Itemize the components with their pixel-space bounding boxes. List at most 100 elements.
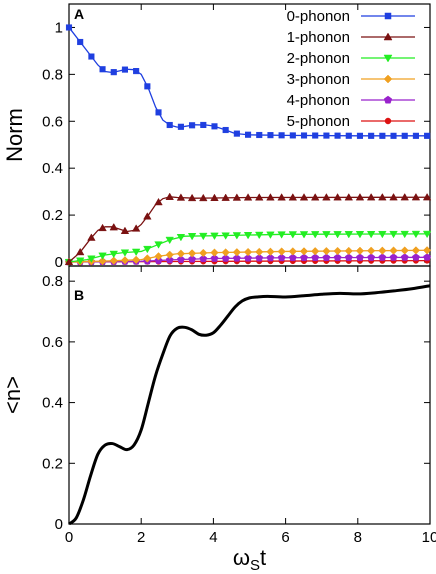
triangle-marker [333, 193, 342, 201]
diamond-marker [344, 246, 353, 256]
triangle-marker [422, 192, 432, 201]
diamond-marker [143, 254, 152, 263]
series-line [68, 27, 430, 137]
triangle-down-marker [120, 249, 130, 257]
triangle-down-marker [143, 245, 152, 254]
panel-a-series [64, 24, 432, 267]
square-marker [99, 66, 106, 73]
y-tick-label-b: 0.8 [42, 273, 63, 290]
x-axis-label: ωSt [233, 545, 266, 574]
triangle-marker [87, 233, 96, 241]
diamond-marker [109, 256, 118, 265]
triangle-down-marker [310, 231, 320, 239]
square-marker [200, 121, 207, 129]
square-marker [278, 132, 285, 139]
triangle-down-marker [366, 230, 376, 239]
y-tick-label-a: 1 [55, 19, 63, 36]
panel-b-y-axis-label: <n> [0, 376, 25, 414]
mean-phonon-curve [68, 284, 431, 526]
pentagon-marker [288, 253, 297, 262]
circle-marker [384, 117, 392, 125]
panel-b-series [68, 284, 431, 526]
triangle-marker [322, 193, 331, 201]
triangle-down-marker [400, 230, 409, 239]
diamond-marker [322, 246, 331, 256]
square-marker [267, 132, 274, 139]
legend-item: 3-phonon [287, 71, 415, 88]
y-tick-label-a: 0.6 [42, 113, 63, 130]
x-tick-label: 2 [137, 529, 145, 546]
triangle-down-marker [333, 231, 342, 239]
pentagon-marker [232, 254, 241, 262]
legend-label: 4-phonon [287, 92, 350, 109]
square-marker [323, 132, 330, 139]
pentagon-marker [383, 95, 393, 104]
square-marker [356, 132, 364, 139]
diamond-marker [333, 246, 342, 256]
diamond-marker [120, 256, 130, 265]
pentagon-marker [367, 253, 376, 261]
square-marker [424, 132, 431, 139]
triangle-down-marker [187, 233, 197, 241]
triangle-down-marker [299, 231, 309, 239]
x-tick-label: 0 [65, 529, 73, 546]
y-tick-label-b: 0 [55, 516, 63, 533]
triangle-marker [389, 193, 398, 201]
triangle-down-marker [232, 232, 242, 240]
square-marker [77, 38, 84, 46]
triangle-down-marker [389, 230, 398, 239]
triangle-marker [187, 193, 197, 202]
square-marker [88, 53, 95, 60]
square-marker [256, 131, 263, 139]
diamond-marker [221, 248, 230, 257]
series-0-phonon [65, 24, 431, 139]
triangle-down-marker [378, 230, 387, 239]
panel-a-label: A [74, 6, 84, 22]
legend-item: 0-phonon [287, 8, 415, 25]
panel-b-label: B [74, 287, 84, 303]
legend-item: 2-phonon [287, 50, 415, 67]
diamond-marker [154, 252, 163, 261]
square-marker [300, 132, 308, 139]
legend: 0-phonon 1-phonon 2-phonon 3-phonon 4-phonon… [287, 8, 415, 130]
triangle-down-marker [131, 248, 141, 257]
diamond-marker [165, 250, 174, 259]
square-marker [289, 132, 296, 139]
square-marker [121, 66, 129, 73]
square-marker [390, 132, 397, 139]
diamond-marker [389, 246, 398, 255]
x-tick-label: 10 [422, 529, 436, 546]
triangle-marker [232, 193, 242, 201]
triangle-down-marker [344, 231, 354, 239]
legend-item: 5-phonon [287, 113, 415, 130]
legend-label: 3-phonon [287, 71, 350, 88]
diamond-marker [255, 247, 264, 257]
triangle-down-marker [154, 241, 163, 249]
triangle-marker [277, 193, 286, 201]
triangle-down-marker [355, 231, 365, 239]
square-marker [155, 109, 162, 116]
triangle-down-marker [176, 234, 186, 242]
y-tick-label-b: 0.6 [42, 334, 63, 351]
legend-item: 4-phonon [287, 92, 415, 109]
pentagon-marker [412, 253, 420, 261]
triangle-marker [64, 257, 74, 266]
pentagon-marker [244, 254, 252, 262]
diamond-marker [98, 256, 107, 266]
triangle-marker [288, 193, 298, 201]
triangle-down-marker [255, 231, 264, 240]
square-marker [133, 68, 140, 75]
square-marker [189, 122, 196, 129]
triangle-marker [411, 192, 421, 201]
triangle-marker [243, 193, 253, 201]
square-marker [345, 132, 352, 139]
triangle-down-marker [288, 231, 298, 239]
pentagon-marker [344, 253, 353, 261]
triangle-down-marker [87, 255, 96, 263]
diamond-marker [232, 248, 242, 257]
square-marker [166, 121, 173, 129]
diamond-marker [422, 246, 432, 255]
square-marker [412, 132, 419, 139]
triangle-down-marker [411, 230, 421, 239]
